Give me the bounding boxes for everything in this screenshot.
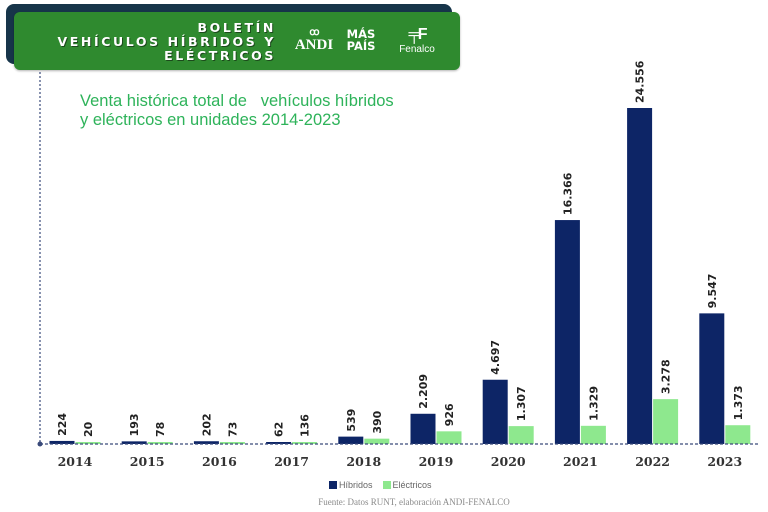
data-label-electricos: 136 [299,414,312,437]
data-label-hibridos: 539 [345,409,358,432]
data-label-electricos: 390 [371,410,384,433]
andi-symbol-icon: ꝏ [309,27,319,38]
header-banner: BOLETÍN VEHÍCULOS HÍBRIDOS Y ELÉCTRICOS … [14,12,460,70]
legend-swatch-electricos [382,481,391,489]
data-label-electricos: 1.373 [732,385,745,420]
mas-pais-line2: PAÍS [346,39,376,53]
chart-title-line: y eléctricos en unidades 2014-2023 [80,111,341,129]
fenalco-mark-icon: ╤F [408,26,427,43]
data-label-electricos: 1.307 [515,386,528,421]
data-label-hibridos: 224 [56,413,69,436]
bar-hibridos [699,313,725,444]
bar-electricos [219,442,245,444]
legend-item-electricos: Eléctricos [382,480,432,490]
bar-electricos [580,425,606,444]
source-note: Fuente: Datos RUNT, elaboración ANDI-FEN… [318,497,510,507]
andi-logo: ꝏ ANDI [290,28,338,53]
bar-electricos [725,425,751,444]
data-label-electricos: 73 [226,422,239,437]
banner-title-line: BOLETÍN [197,20,276,35]
bar-hibridos [49,440,75,444]
legend-item-hibridos: Híbridos [329,480,373,490]
fenalco-logo: ╤F Fenalco [390,26,444,56]
bar-electricos [436,431,462,444]
bar-hibridos [627,108,653,444]
x-tick-label: 2022 [635,454,670,469]
x-tick-label: 2018 [346,454,381,469]
bar-hibridos [410,413,436,444]
data-label-electricos: 20 [82,421,95,437]
bar-electricos [653,399,679,444]
chart-title: Venta histórica total de vehículos híbri… [80,92,394,130]
axis-origin-dot [37,441,43,447]
bar-hibridos [482,379,508,444]
x-tick-label: 2019 [419,454,454,469]
mas-pais-logo: MÁS PAÍS [342,28,380,52]
data-label-hibridos: 24.556 [634,60,647,103]
data-label-electricos: 78 [154,422,167,437]
bar-electricos [364,438,390,444]
data-label-hibridos: 9.547 [706,274,719,309]
data-label-hibridos: 2.209 [417,374,430,409]
data-label-hibridos: 202 [200,413,213,436]
x-tick-label: 2015 [130,454,165,469]
x-tick-label: 2023 [707,454,742,469]
legend-label: Eléctricos [392,480,432,490]
x-tick-label: 2017 [274,454,309,469]
banner-title-line: VEHÍCULOS HÍBRIDOS Y [57,34,276,49]
bar-hibridos [121,441,147,444]
legend-label: Híbridos [339,480,373,490]
banner-title: BOLETÍN VEHÍCULOS HÍBRIDOS Y ELÉCTRICOS [20,21,276,63]
andi-logo-text: ANDI [294,37,334,53]
data-label-electricos: 3.278 [660,359,673,394]
data-label-hibridos: 16.366 [561,172,574,215]
bar-hibridos [193,441,219,444]
bar-electricos [75,442,101,444]
x-tick-label: 2021 [563,454,598,469]
bar-electricos [508,426,534,444]
x-tick-label: 2020 [491,454,526,469]
x-tick-label: 2016 [202,454,237,469]
bar-hibridos [554,220,580,444]
bar-hibridos [338,436,364,444]
data-label-electricos: 926 [443,403,456,426]
data-label-electricos: 1.329 [587,386,600,421]
data-label-hibridos: 4.697 [489,340,502,375]
mas-pais-line1: MÁS [346,27,376,41]
fenalco-logo-text: Fenalco [399,44,435,55]
banner-title-line: ELÉCTRICOS [164,48,276,63]
x-tick-label: 2014 [58,454,93,469]
bar-hibridos [266,442,292,444]
data-label-hibridos: 193 [128,413,141,436]
legend-swatch-hibridos [329,481,337,489]
chart-title-line: Venta histórica total de vehículos híbri… [80,92,394,110]
bar-electricos [147,442,173,444]
bar-electricos [292,442,318,444]
chart-legend: Híbridos Eléctricos [329,480,432,490]
data-label-hibridos: 62 [273,422,286,437]
